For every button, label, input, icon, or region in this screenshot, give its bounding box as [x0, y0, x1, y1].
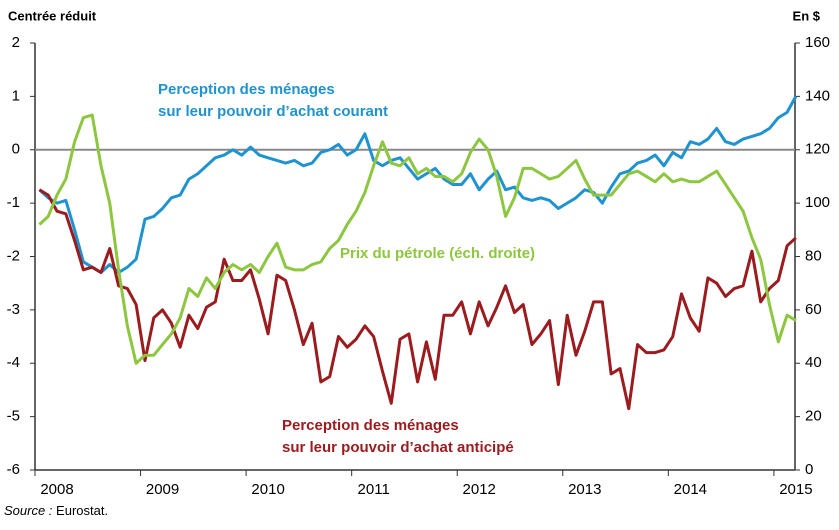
x-tick-label: 2013 [568, 481, 601, 498]
annotation: Prix du pétrole (éch. droite) [340, 245, 535, 262]
y-tick-label: -2 [7, 247, 20, 264]
annotation: Perception des ménages sur leur pouvoir d… [282, 417, 514, 456]
source-text: Eurostat. [56, 503, 108, 518]
y-tick-label: 0 [12, 141, 20, 158]
y-tick-label: -4 [7, 354, 20, 371]
x-tick-label: 2009 [146, 481, 179, 498]
y-tick-label: -5 [7, 408, 20, 425]
x-tick-label: 2014 [674, 481, 707, 498]
y-tick-label: 1 [12, 87, 20, 104]
x-tick-label: 2010 [251, 481, 284, 498]
annotation-line: Prix du pétrole (éch. droite) [340, 245, 535, 262]
source: Source : Eurostat. [4, 503, 108, 518]
y-axis-label: Centrée réduit [8, 8, 97, 23]
y2-tick-label: 60 [805, 301, 822, 318]
y-tick-label: -3 [7, 301, 20, 318]
annotation-line: Perception des ménages [158, 81, 335, 98]
y2-tick-label: 20 [805, 408, 822, 425]
y2-tick-label: 160 [805, 34, 830, 51]
y2-tick-label: 40 [805, 354, 822, 371]
y-tick-label: 2 [12, 34, 20, 51]
y2-axis-label: En $ [793, 8, 821, 23]
series-line [38, 95, 798, 275]
x-tick-label: 2011 [358, 481, 390, 498]
y2-tick-label: 140 [805, 87, 830, 104]
annotation-line: sur leur pouvoir d’achat courant [158, 103, 388, 120]
y2-tick-label: 80 [805, 247, 822, 264]
annotation: Perception des ménages sur leur pouvoir d… [158, 81, 388, 120]
source-label: Source : [4, 503, 53, 518]
y2-tick-label: 100 [805, 194, 830, 211]
x-tick-label: 2008 [40, 481, 73, 498]
annotation-line: Perception des ménages [282, 417, 459, 434]
series-line [38, 113, 797, 365]
y-tick-label: -1 [7, 194, 20, 211]
x-tick-label: 2012 [463, 481, 496, 498]
y-tick-label: -6 [7, 461, 20, 478]
series-line [38, 188, 797, 411]
annotation-line: sur leur pouvoir d’achat anticipé [282, 439, 514, 456]
y2-tick-label: 0 [805, 461, 813, 478]
y2-tick-label: 120 [805, 141, 830, 158]
x-tick-label: 2015 [779, 481, 812, 498]
